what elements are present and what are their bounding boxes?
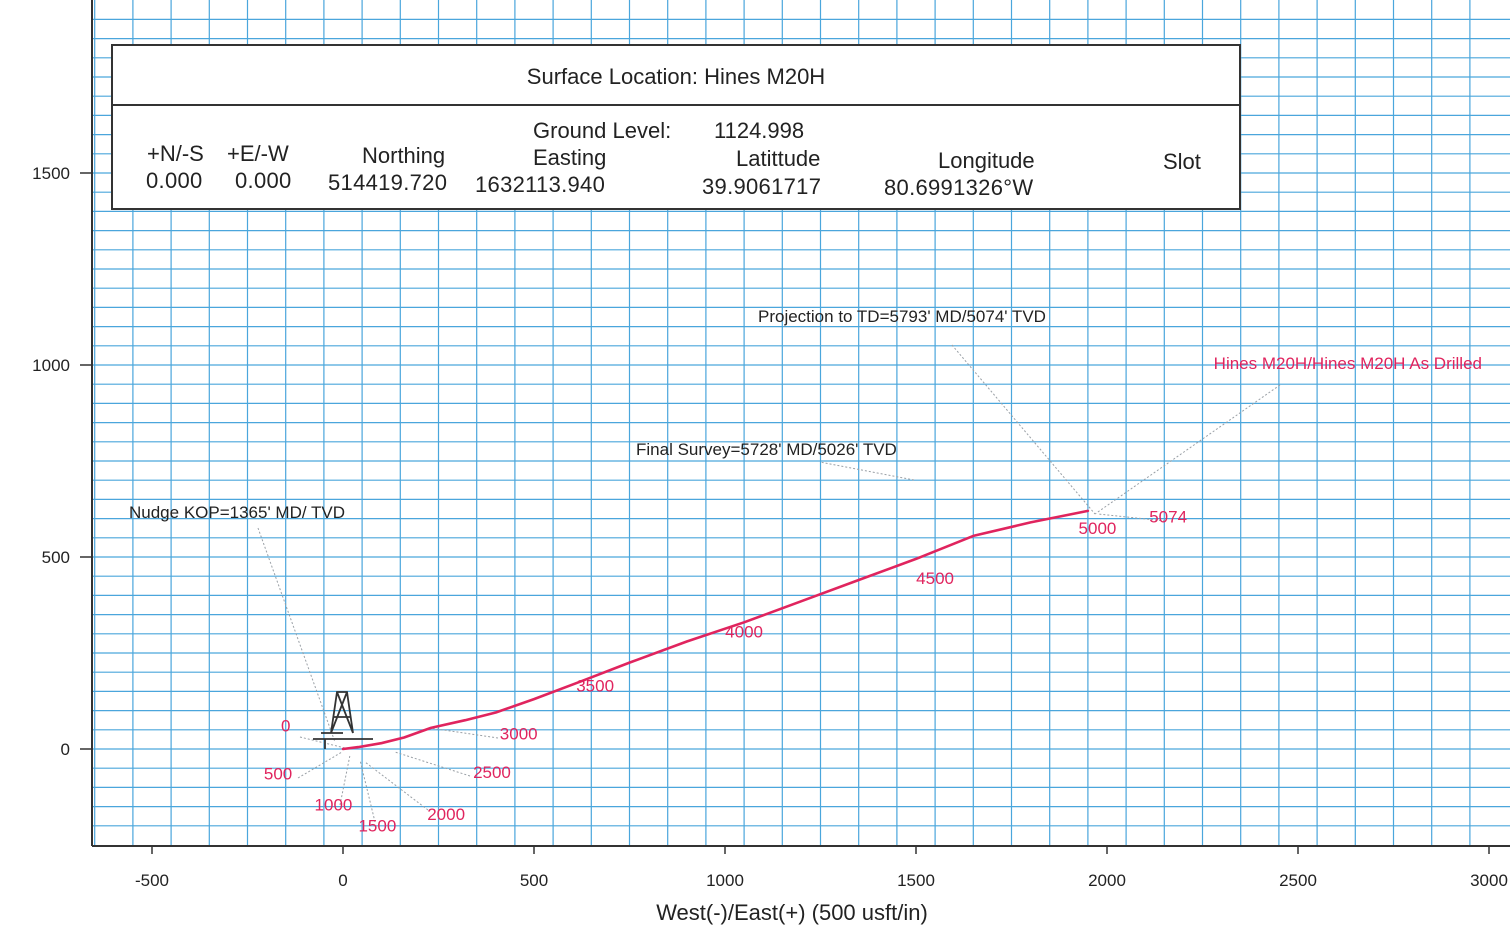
md-label: 4500 [916, 569, 954, 588]
col-header-latitude: Latittude [736, 146, 821, 171]
col-header-easting: Easting [533, 145, 607, 170]
well-name-annotation: Hines M20H/Hines M20H As Drilled [1214, 354, 1482, 373]
nudge-kop-annotation: Nudge KOP=1365' MD/ TVD [129, 503, 345, 522]
survey-path-line [341, 509, 1090, 751]
surface-location-box: Surface Location: Hines M20H Ground Leve… [111, 44, 1241, 210]
leader-line [1094, 384, 1281, 515]
leader-line [394, 751, 471, 777]
md-label: 500 [264, 765, 292, 784]
x-tick-label: 0 [338, 871, 347, 890]
col-value-latitude: 39.9061717 [702, 174, 822, 199]
md-label: 2000 [427, 805, 465, 824]
x-tick-label: 1500 [897, 871, 935, 890]
md-label: 0 [281, 717, 290, 736]
col-header-ns: +N/-S [147, 141, 204, 166]
leader-line [819, 461, 915, 481]
md-label: 3000 [500, 724, 538, 743]
leader-line [364, 761, 429, 811]
ground-level-value: 1124.998 [714, 118, 805, 143]
md-label: 3500 [576, 676, 614, 695]
x-tick-label: 1000 [706, 871, 744, 890]
md-label: 1000 [315, 795, 353, 814]
leader-line [429, 727, 499, 739]
x-tick-label: -500 [135, 871, 169, 890]
x-tick-label: 2000 [1088, 871, 1126, 890]
leader-line [1097, 513, 1166, 522]
col-value-northing: 514419.720 [328, 170, 448, 195]
leader-line [951, 344, 1096, 515]
rig-icon [313, 691, 373, 749]
drilling-rig-icon [313, 691, 373, 749]
x-axis-label: West(-)/East(+) (500 usft/in) [656, 900, 928, 925]
col-header-longitude: Longitude [938, 148, 1035, 173]
axes: -500 0 500 1000 1500 2000 2500 3000 0 500 1000 1500 [32, 0, 1510, 890]
md-label: 5074 [1149, 507, 1187, 526]
col-header-ew: +E/-W [227, 141, 289, 166]
md-label: 5000 [1079, 519, 1117, 538]
md-label: 2500 [473, 763, 511, 782]
x-tick-label: 500 [520, 871, 548, 890]
y-tick-label: 500 [42, 548, 70, 567]
md-label: 4000 [725, 623, 763, 642]
leader-line [257, 527, 336, 743]
leader-line [359, 759, 376, 823]
y-tick-label: 1500 [32, 164, 70, 183]
surface-location-label: Surface Location: [526, 64, 699, 89]
x-tick-label: 3000 [1470, 871, 1508, 890]
surface-location-value: Hines M20H [704, 64, 826, 89]
col-value-ns: 0.000 [146, 168, 203, 193]
series [341, 509, 1090, 751]
leader-line [297, 751, 343, 779]
y-tick-label: 0 [61, 740, 70, 759]
leader-line [339, 754, 351, 806]
col-header-northing: Northing [362, 143, 446, 168]
projection-td-annotation: Projection to TD=5793' MD/5074' TVD [758, 307, 1046, 326]
info-box-title: Surface Location: Hines M20H [113, 46, 1239, 106]
col-header-slot: Slot [1163, 149, 1201, 174]
leader-lines [257, 344, 1281, 823]
y-tick-label: 1000 [32, 356, 70, 375]
ground-level-label: Ground Level: [533, 118, 672, 143]
md-label: 1500 [358, 817, 396, 836]
col-value-easting: 1632113.940 [475, 172, 606, 197]
col-value-longitude: 80.6991326°W [884, 175, 1034, 200]
final-survey-annotation: Final Survey=5728' MD/5026' TVD [636, 440, 897, 459]
col-value-ew: 0.000 [235, 168, 292, 193]
labels: 0 500 1000 1500 2000 2500 3000 3500 4000 4500 5000… [129, 307, 1482, 836]
x-tick-label: 2500 [1279, 871, 1317, 890]
